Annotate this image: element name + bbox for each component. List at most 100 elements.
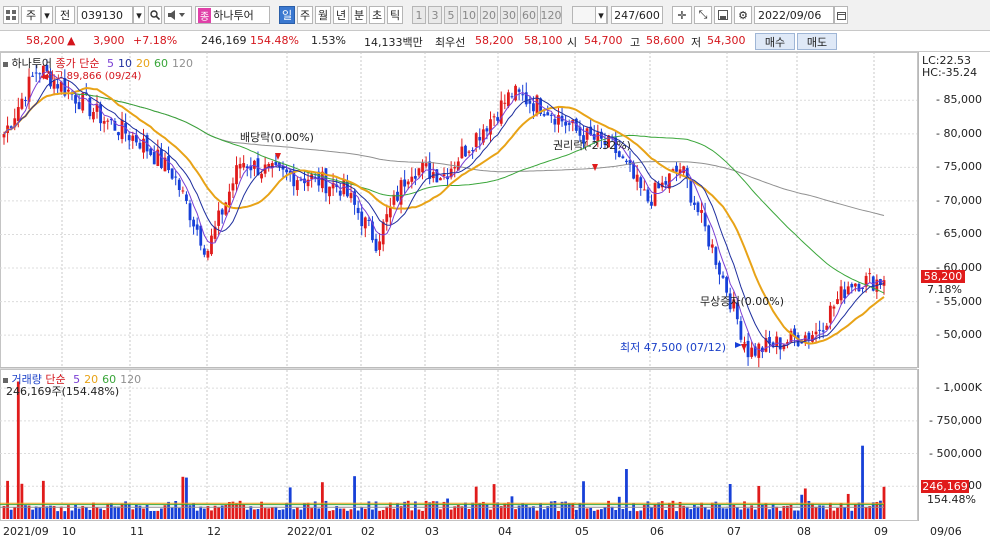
save-chart-icon[interactable] bbox=[714, 6, 732, 24]
code-dropdown-icon[interactable]: ▾ bbox=[133, 6, 145, 24]
candle bbox=[725, 277, 729, 293]
volume-bar bbox=[696, 506, 700, 519]
volume-bar bbox=[471, 502, 475, 519]
period-tab-0[interactable]: 일 bbox=[279, 6, 295, 24]
count-dropdown-icon[interactable]: ▾ bbox=[595, 6, 607, 24]
volume-bar bbox=[850, 510, 854, 519]
high-marker: 최고 89,866 (09/24) bbox=[45, 71, 142, 82]
candle bbox=[589, 126, 593, 135]
volume-bar bbox=[671, 500, 675, 519]
minute-button-0[interactable]: 1 bbox=[412, 6, 426, 24]
volume-bar bbox=[253, 509, 256, 519]
open-price: 54,700 bbox=[584, 34, 623, 47]
sell-button[interactable]: 매도 bbox=[797, 33, 837, 50]
date-field[interactable]: 2022/09/06 bbox=[754, 6, 834, 24]
last-date-label: 09/06 bbox=[930, 525, 962, 538]
grid-icon[interactable] bbox=[3, 6, 19, 24]
period-tab-6[interactable]: 틱 bbox=[387, 6, 403, 24]
candle bbox=[363, 217, 367, 229]
volume-bar bbox=[285, 503, 289, 519]
search-icon[interactable] bbox=[148, 6, 162, 24]
price-chart-pane[interactable] bbox=[0, 52, 918, 368]
candle bbox=[664, 181, 668, 185]
volume-bar bbox=[81, 505, 85, 519]
event-rights: 권리락(-2.32%) bbox=[553, 139, 631, 152]
candle bbox=[506, 92, 510, 107]
volume-bar bbox=[210, 510, 213, 519]
candle bbox=[392, 194, 396, 205]
market-type-select[interactable]: 주 bbox=[21, 6, 41, 24]
candle bbox=[27, 76, 31, 102]
candle bbox=[74, 95, 77, 104]
minute-button-1[interactable]: 3 bbox=[428, 6, 442, 24]
volume-bar bbox=[34, 506, 38, 519]
candle bbox=[646, 189, 650, 202]
volume-bar bbox=[481, 501, 485, 519]
price-change: 3,900 bbox=[93, 34, 125, 47]
period-tab-3[interactable]: 년 bbox=[333, 6, 349, 24]
stock-name-field[interactable]: 종 하나투어 bbox=[195, 6, 270, 24]
x-tick-label: 2022/01 bbox=[287, 525, 333, 538]
stock-code-input[interactable]: 039130 bbox=[77, 6, 133, 24]
minute-button-4[interactable]: 20 bbox=[480, 6, 498, 24]
volume-bar bbox=[542, 509, 546, 519]
trendline-icon[interactable]: ⤡ bbox=[694, 6, 712, 24]
high-label: 고 bbox=[630, 36, 641, 49]
candle bbox=[853, 283, 857, 287]
candle bbox=[546, 112, 550, 116]
price-tick-label: - 65,000 bbox=[936, 227, 982, 241]
count-field[interactable]: 247/600 bbox=[611, 6, 663, 24]
chevron-down-icon[interactable]: ▾ bbox=[41, 6, 53, 24]
candle bbox=[821, 330, 825, 332]
volume-bar bbox=[836, 507, 839, 519]
gear-icon[interactable]: ⚙ bbox=[734, 6, 752, 24]
candle bbox=[743, 342, 746, 344]
candle bbox=[328, 186, 331, 197]
candle bbox=[338, 190, 342, 196]
volume-bar bbox=[213, 505, 217, 519]
candle bbox=[478, 136, 482, 141]
period-tab-2[interactable]: 월 bbox=[315, 6, 331, 24]
volume-bar bbox=[539, 503, 542, 519]
minute-button-2[interactable]: 5 bbox=[444, 6, 458, 24]
x-tick-label: 10 bbox=[62, 525, 76, 538]
speaker-icon[interactable] bbox=[164, 6, 192, 24]
volume-bar bbox=[657, 502, 661, 519]
volume-bar bbox=[796, 510, 800, 519]
calendar-icon[interactable] bbox=[834, 6, 848, 24]
crosshair-icon[interactable]: ✛ bbox=[672, 6, 692, 24]
volume-bar bbox=[106, 503, 110, 519]
volume-bar bbox=[74, 504, 77, 519]
bonus-arrow-icon bbox=[741, 344, 747, 351]
buy-button[interactable]: 매수 bbox=[755, 33, 795, 50]
candle bbox=[177, 179, 181, 191]
period-tab-5[interactable]: 초 bbox=[369, 6, 385, 24]
prev-button[interactable]: 전 bbox=[55, 6, 75, 24]
candle bbox=[628, 160, 632, 165]
volume-bar bbox=[646, 501, 650, 519]
x-tick-label: 06 bbox=[650, 525, 664, 538]
volume-bar bbox=[185, 477, 188, 519]
candle bbox=[260, 173, 263, 179]
volume-bar bbox=[617, 496, 621, 519]
volume-bar bbox=[571, 503, 575, 519]
volume-bar bbox=[768, 509, 771, 519]
volume-bar bbox=[650, 507, 653, 519]
minute-button-6[interactable]: 60 bbox=[520, 6, 538, 24]
minute-button-5[interactable]: 30 bbox=[500, 6, 518, 24]
period-tab-1[interactable]: 주 bbox=[297, 6, 313, 24]
volume-bar bbox=[456, 505, 460, 519]
volume-chart-pane[interactable] bbox=[0, 369, 918, 521]
current-volume-tag: 246,169 bbox=[921, 480, 969, 493]
candle bbox=[464, 145, 467, 157]
minute-button-3[interactable]: 10 bbox=[460, 6, 478, 24]
volume-bar bbox=[653, 504, 657, 519]
minute-button-7[interactable]: 120 bbox=[540, 6, 562, 24]
volume-bar bbox=[349, 509, 353, 519]
volume-bar bbox=[499, 506, 503, 519]
candle bbox=[496, 117, 500, 121]
candle bbox=[528, 100, 532, 104]
candle bbox=[399, 180, 403, 205]
volume-bar bbox=[156, 510, 160, 519]
period-tab-4[interactable]: 분 bbox=[351, 6, 367, 24]
